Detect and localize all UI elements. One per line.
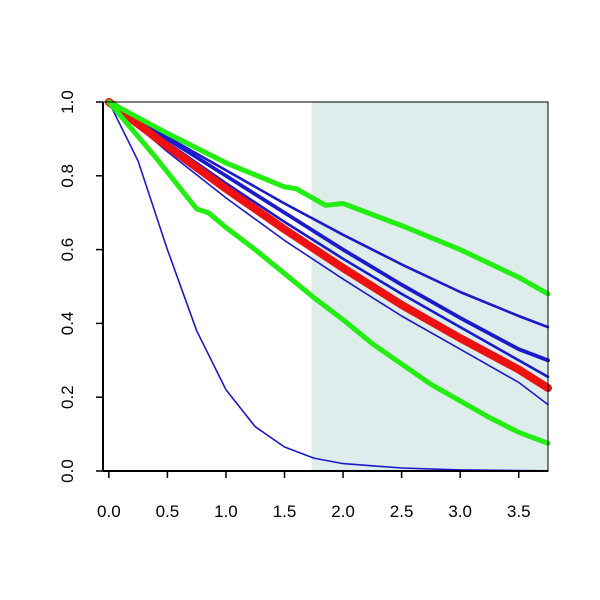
y-tick-label: 0.8 — [58, 164, 77, 188]
series-line-2 — [108, 101, 549, 406]
y-axis: 0.0 0.2 0.4 0.6 0.8 1.0 — [58, 90, 104, 483]
shaded-region — [311, 102, 548, 471]
x-tick-label: 1.0 — [214, 502, 238, 521]
plot-background — [311, 102, 548, 471]
x-tick-label: 0.5 — [156, 502, 180, 521]
series-line-5 — [107, 100, 550, 329]
y-tick-label: 0.0 — [58, 459, 77, 483]
y-tick-label: 0.4 — [58, 312, 77, 336]
series-line-1 — [108, 101, 549, 472]
x-tick-label: 2.5 — [390, 502, 414, 521]
series-line-4 — [107, 100, 550, 363]
x-tick-label: 0.0 — [97, 502, 121, 521]
series-layer — [104, 98, 552, 472]
series-line-8 — [106, 99, 551, 297]
x-tick-label: 2.0 — [331, 502, 355, 521]
x-axis: 0.0 0.5 1.0 1.5 2.0 2.5 3.0 3.5 — [97, 470, 548, 521]
x-tick-label: 1.5 — [273, 502, 297, 521]
x-tick-label: 3.5 — [507, 502, 531, 521]
y-tick-label: 0.2 — [58, 385, 77, 409]
y-tick-label: 0.6 — [58, 238, 77, 262]
series-line-6 — [104, 98, 552, 392]
series-line-7 — [106, 99, 551, 446]
x-tick-label: 3.0 — [448, 502, 472, 521]
y-tick-label: 1.0 — [58, 90, 77, 114]
